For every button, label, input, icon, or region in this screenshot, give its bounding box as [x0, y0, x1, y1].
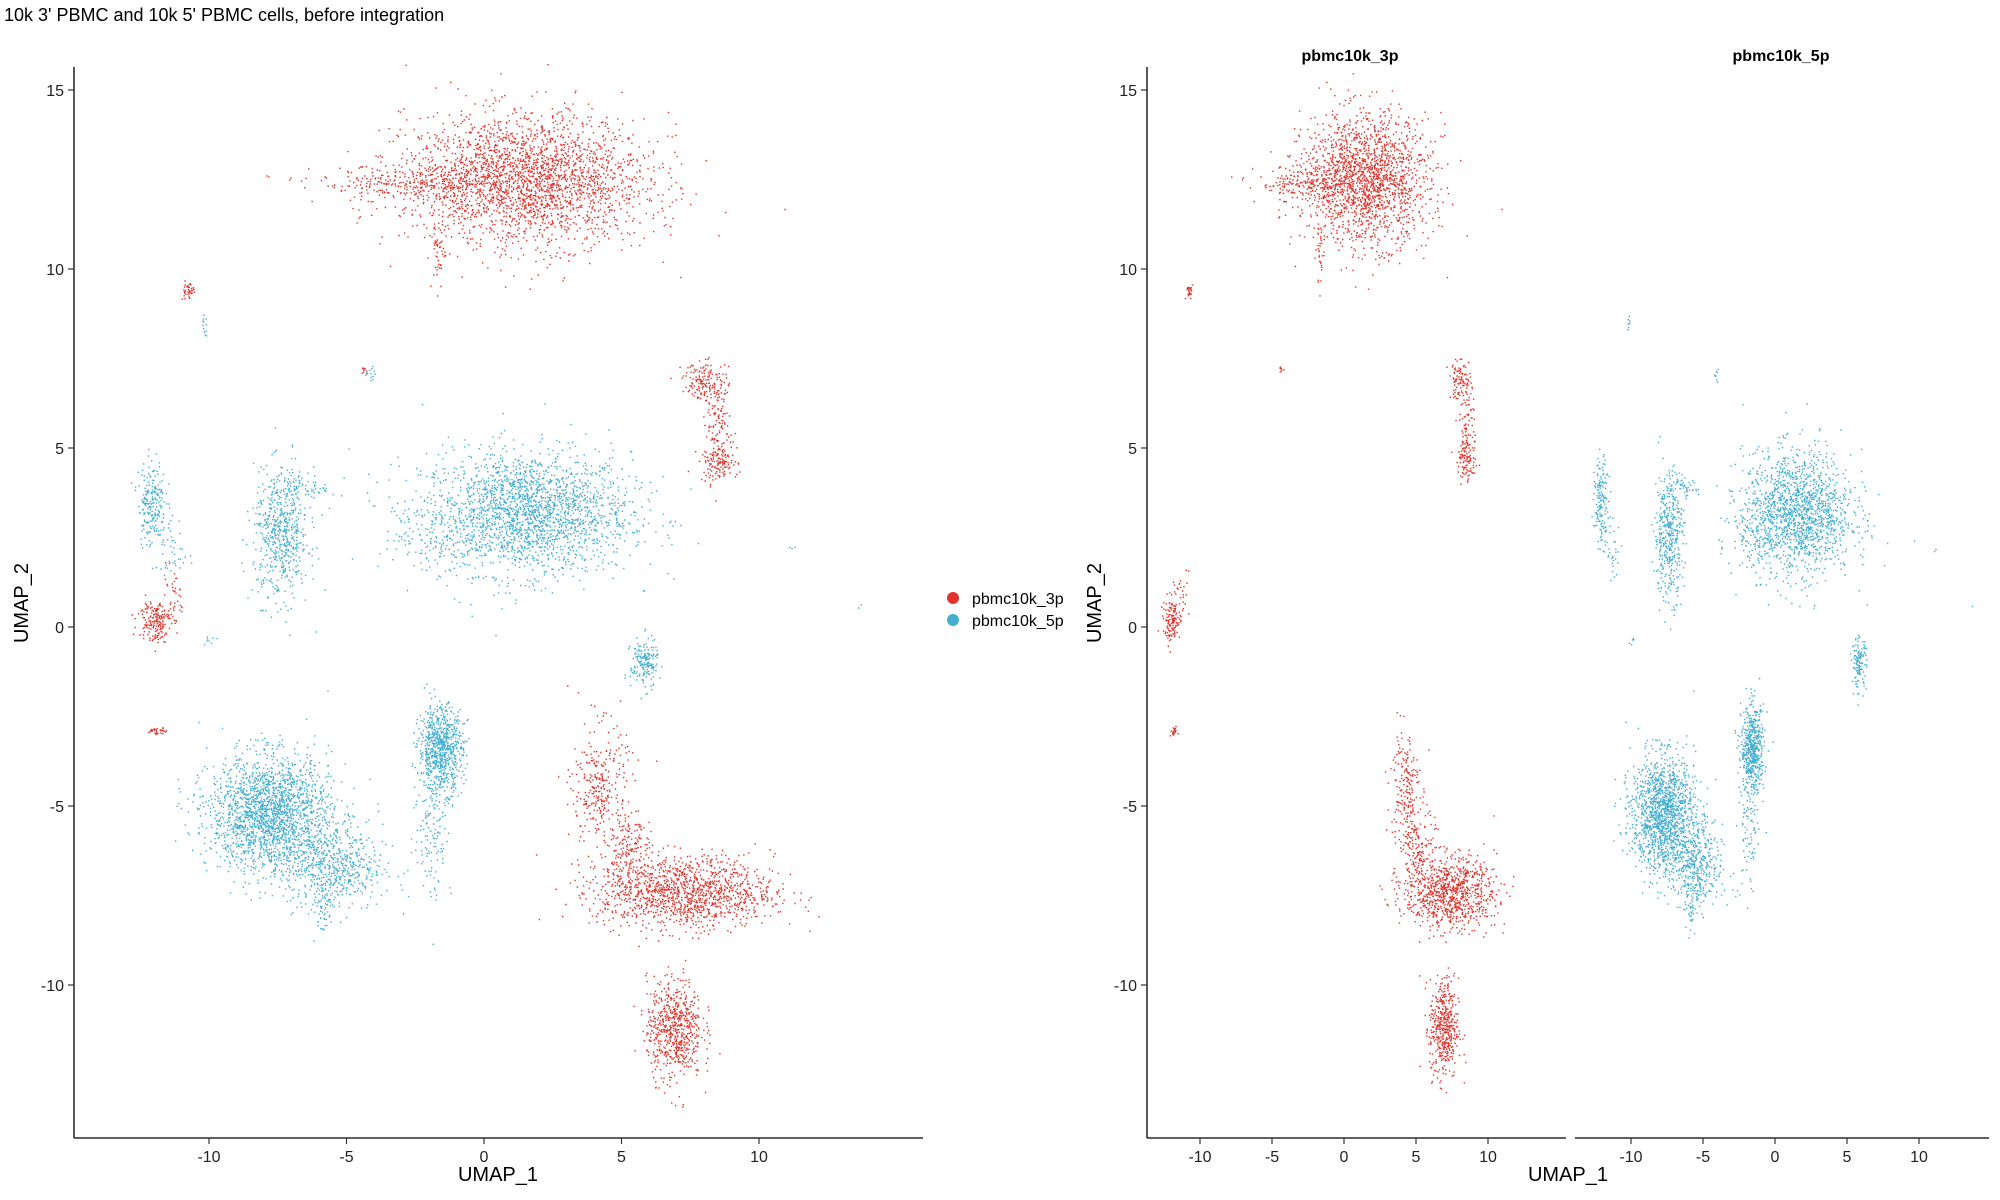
- y-tick-label: 10: [1119, 262, 1137, 279]
- facet-5p-points: [1591, 315, 1974, 939]
- legend-key-pbmc10k-5p: [947, 614, 959, 626]
- y-tick-label: 0: [1128, 620, 1137, 637]
- y-tick-label: 10: [46, 262, 64, 279]
- cell-points: [1591, 315, 1974, 939]
- combined-umap-panel: -10 -5 0 5 10 -10 -5 0 5 10 15 UMAP_1 UMAP_2: [11, 64, 923, 1186]
- x-tick-label: 0: [1340, 1149, 1349, 1166]
- facet-5p-ticks: -10 -5 0 5 10: [1619, 1138, 1928, 1166]
- y-tick-label: 0: [55, 620, 64, 637]
- combined-ticks: -10 -5 0 5 10 -10 -5 0 5 10 15: [41, 83, 768, 1166]
- y-tick-label: -5: [50, 799, 64, 816]
- facet-3p-ticks: -10 -5 0 5 10 15 -10 -5 0 5 10: [1114, 83, 1497, 1166]
- facet-strip-pbmc10k-5p: pbmc10k_5p: [1733, 48, 1830, 65]
- combined-x-axis-title: UMAP_1: [458, 1164, 538, 1186]
- x-tick-label: 0: [1771, 1149, 1780, 1166]
- x-tick-label: -5: [1696, 1149, 1710, 1166]
- cell-points: [131, 64, 820, 1108]
- split-y-axis-title: UMAP_2: [1084, 563, 1106, 643]
- legend-key-pbmc10k-3p: [947, 592, 959, 604]
- x-tick-label: -10: [1188, 1149, 1211, 1166]
- split-x-axis-title: UMAP_1: [1528, 1164, 1608, 1186]
- y-tick-label: -10: [1114, 978, 1137, 995]
- legend-label-pbmc10k-3p: pbmc10k_3p: [972, 591, 1064, 608]
- legend: pbmc10k_3p pbmc10k_5p: [947, 591, 1064, 630]
- x-tick-label: 10: [750, 1149, 768, 1166]
- x-tick-label: 0: [480, 1149, 489, 1166]
- x-tick-label: -10: [197, 1149, 220, 1166]
- x-tick-label: 5: [1412, 1149, 1421, 1166]
- combined-y-axis-title: UMAP_2: [11, 563, 33, 643]
- facet-3p-points: [1157, 73, 1515, 1094]
- y-tick-label: -5: [1123, 799, 1137, 816]
- x-tick-label: 10: [1910, 1149, 1928, 1166]
- y-tick-label: 15: [1119, 83, 1137, 100]
- facet-strip-pbmc10k-3p: pbmc10k_3p: [1302, 48, 1399, 65]
- facet-panel-pbmc10k-5p: pbmc10k_5p -10 -5 0 5 10: [1575, 48, 1989, 1166]
- y-tick-label: -10: [41, 978, 64, 995]
- y-tick-label: 15: [46, 83, 64, 100]
- x-tick-label: 10: [1479, 1149, 1497, 1166]
- legend-label-pbmc10k-5p: pbmc10k_5p: [972, 613, 1064, 630]
- x-tick-label: -10: [1619, 1149, 1642, 1166]
- x-tick-label: 5: [617, 1149, 626, 1166]
- x-tick-label: -5: [1265, 1149, 1279, 1166]
- y-tick-label: 5: [55, 441, 64, 458]
- combined-points: [131, 64, 862, 1108]
- x-tick-label: -5: [339, 1149, 353, 1166]
- figure-title: 10k 3' PBMC and 10k 5' PBMC cells, befor…: [4, 5, 444, 25]
- facet-panel-pbmc10k-3p: pbmc10k_3p -10 -5 0 5 10 15 -10 -5 0 5 10: [1114, 48, 1566, 1166]
- x-tick-label: 5: [1843, 1149, 1852, 1166]
- cell-points: [1157, 73, 1515, 1094]
- cell-points: [131, 314, 862, 946]
- y-tick-label: 5: [1128, 441, 1137, 458]
